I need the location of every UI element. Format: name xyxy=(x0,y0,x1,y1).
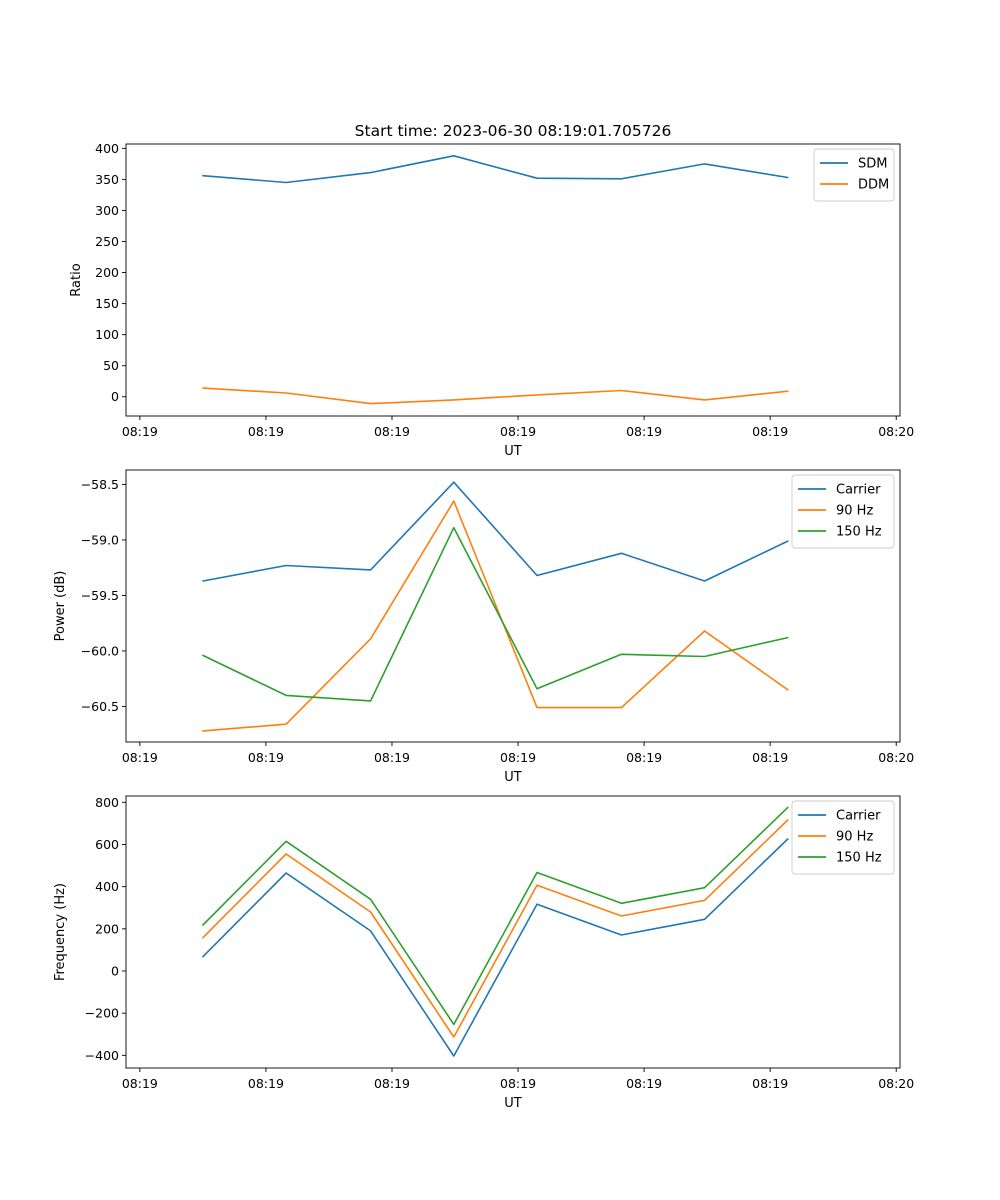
y-tick-label: 600 xyxy=(95,837,119,852)
x-tick-label: 08:19 xyxy=(122,424,158,439)
chart-panel-3: 08:19 08:19 08:19 08:19 08:19 08:19 08:20 −400 −… xyxy=(53,795,914,1111)
x-axis-label: UT xyxy=(504,770,522,785)
x-tick-label: 08:20 xyxy=(878,750,914,765)
legend-label-carrier: Carrier xyxy=(836,809,881,824)
series-line-90-hz xyxy=(202,819,789,1038)
plot-area-frame xyxy=(125,143,901,417)
x-axis-label: UT xyxy=(504,444,522,459)
x-tick-label: 08:20 xyxy=(878,1076,914,1091)
x-tick-label: 08:19 xyxy=(122,750,158,765)
y-tick-label: 150 xyxy=(95,296,119,311)
legend-label-carrier: Carrier xyxy=(836,483,881,498)
x-tick-label: 08:19 xyxy=(500,1076,536,1091)
x-tick-label: 08:19 xyxy=(500,424,536,439)
chart-panel-2: 08:19 08:19 08:19 08:19 08:19 08:19 08:20 −60.5… xyxy=(53,469,914,785)
plot-area-frame xyxy=(125,469,901,743)
y-tick-label: −200 xyxy=(85,1006,119,1021)
chart-panel-1: 08:19 08:19 08:19 08:19 08:19 08:19 08:20 0 50 10… xyxy=(69,141,914,459)
x-tick-label: 08:19 xyxy=(752,424,788,439)
x-tick-label: 08:19 xyxy=(626,1076,662,1091)
y-axis-label: Power (dB) xyxy=(53,571,68,642)
y-tick-label: −60.0 xyxy=(81,643,119,658)
y-tick-label: 800 xyxy=(95,795,119,810)
y-tick-label: −60.5 xyxy=(81,699,119,714)
figure-title: Start time: 2023-06-30 08:19:01.705726 xyxy=(355,122,672,140)
series-line-90-hz xyxy=(202,500,789,732)
y-tick-label: 100 xyxy=(95,327,119,342)
y-tick-label: −59.5 xyxy=(81,588,119,603)
legend: Carrier 90 Hz 150 Hz xyxy=(791,474,895,549)
x-tick-label: 08:20 xyxy=(878,424,914,439)
x-tick-label: 08:19 xyxy=(626,424,662,439)
y-tick-label: −59.0 xyxy=(81,532,119,547)
x-tick-label: 08:19 xyxy=(374,1076,410,1091)
y-tick-label: 350 xyxy=(95,172,119,187)
y-tick-label: 200 xyxy=(95,265,119,280)
x-tick-label: 08:19 xyxy=(752,1076,788,1091)
y-tick-label: 400 xyxy=(95,879,119,894)
y-tick-label: 50 xyxy=(103,358,119,373)
y-axis-label: Ratio xyxy=(69,263,84,296)
y-tick-label: 400 xyxy=(95,141,119,156)
legend-box xyxy=(791,800,895,875)
series-line-150-hz xyxy=(202,526,789,702)
series-line-carrier xyxy=(202,481,789,582)
x-axis-label: UT xyxy=(504,1096,522,1111)
legend: SDM DDM xyxy=(813,148,895,202)
legend: Carrier 90 Hz 150 Hz xyxy=(791,800,895,875)
x-tick-label: 08:19 xyxy=(248,750,284,765)
series-line-ddm xyxy=(202,387,789,405)
x-tick-label: 08:19 xyxy=(626,750,662,765)
x-tick-label: 08:19 xyxy=(248,1076,284,1091)
y-tick-label: 250 xyxy=(95,234,119,249)
plot-area-frame xyxy=(125,795,901,1069)
legend-box xyxy=(813,148,895,202)
legend-label-sdm: SDM xyxy=(858,157,887,172)
x-tick-label: 08:19 xyxy=(248,424,284,439)
y-tick-label: −58.5 xyxy=(81,477,119,492)
legend-box xyxy=(791,474,895,549)
y-tick-label: 0 xyxy=(111,964,119,979)
x-tick-label: 08:19 xyxy=(500,750,536,765)
legend-label-90-hz: 90 Hz xyxy=(836,504,873,519)
x-tick-label: 08:19 xyxy=(752,750,788,765)
x-tick-label: 08:19 xyxy=(374,750,410,765)
x-tick-label: 08:19 xyxy=(122,1076,158,1091)
legend-label-150-hz: 150 Hz xyxy=(836,851,882,866)
legend-label-150-hz: 150 Hz xyxy=(836,525,882,540)
series-line-carrier xyxy=(202,838,789,1057)
y-axis-label: Frequency (Hz) xyxy=(53,883,68,981)
series-line-sdm xyxy=(202,155,789,184)
series-line-150-hz xyxy=(202,806,789,1026)
legend-label-90-hz: 90 Hz xyxy=(836,830,873,845)
y-tick-label: 200 xyxy=(95,921,119,936)
y-tick-label: 0 xyxy=(111,389,119,404)
x-tick-label: 08:19 xyxy=(374,424,410,439)
y-tick-label: 300 xyxy=(95,203,119,218)
legend-label-ddm: DDM xyxy=(858,178,889,193)
y-tick-label: −400 xyxy=(85,1048,119,1063)
